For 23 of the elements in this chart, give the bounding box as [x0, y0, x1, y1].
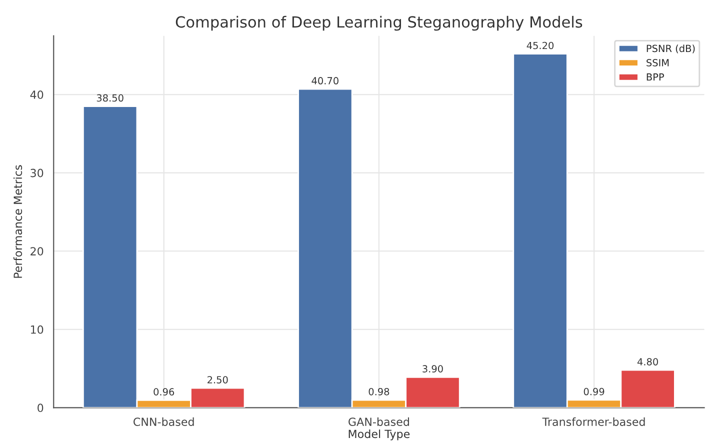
chart-title: Comparison of Deep Learning Steganography Models	[176, 16, 582, 31]
data-label: 0.96	[154, 388, 174, 396]
data-label: 40.70	[312, 77, 338, 84]
y-tick-label: 10	[30, 325, 44, 334]
data-label: 2.50	[208, 376, 228, 384]
data-label: 3.90	[422, 365, 443, 372]
x-axis-title: Model Type	[348, 430, 410, 440]
data-label: 0.98	[368, 388, 390, 396]
data-label: 0.99	[584, 388, 604, 396]
y-tick-label: 0	[38, 404, 44, 412]
y-tick-label: 20	[30, 247, 44, 256]
data-label: 4.80	[637, 358, 658, 366]
y-axis-title: Performance Metrics	[13, 165, 22, 278]
x-tick-label: Transformer-based	[542, 417, 645, 426]
legend-label: PSNR (dB)	[646, 44, 695, 54]
legend-label: SSIM	[646, 59, 669, 66]
x-tick-label: GAN-based	[348, 417, 409, 426]
y-tick-label: 30	[30, 168, 44, 178]
y-tick-label: 40	[30, 90, 44, 99]
legend-label: BPP	[646, 73, 664, 81]
data-label: 38.50	[96, 94, 124, 102]
data-label: 45.20	[526, 42, 554, 50]
x-tick-label: CNN-based	[134, 417, 194, 426]
